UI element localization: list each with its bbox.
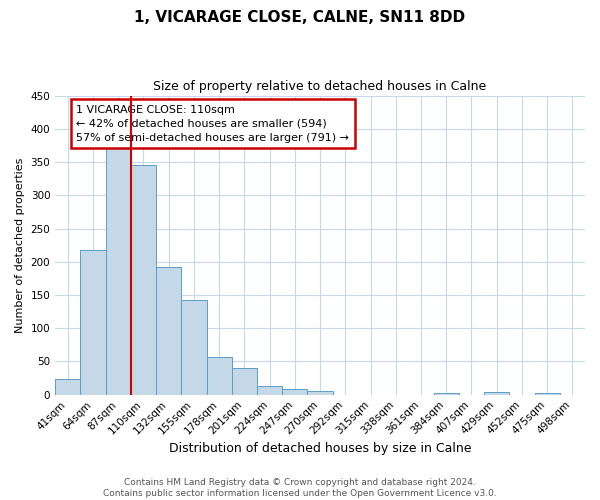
Bar — [257, 386, 282, 394]
Bar — [131, 166, 156, 394]
Y-axis label: Number of detached properties: Number of detached properties — [15, 158, 25, 333]
Bar — [282, 390, 307, 394]
X-axis label: Distribution of detached houses by size in Calne: Distribution of detached houses by size … — [169, 442, 472, 455]
Bar — [80, 250, 106, 394]
Bar — [484, 392, 509, 394]
Bar — [206, 357, 232, 395]
Text: Contains HM Land Registry data © Crown copyright and database right 2024.
Contai: Contains HM Land Registry data © Crown c… — [103, 478, 497, 498]
Bar — [232, 368, 257, 394]
Title: Size of property relative to detached houses in Calne: Size of property relative to detached ho… — [154, 80, 487, 93]
Bar — [535, 392, 560, 394]
Bar — [55, 380, 80, 394]
Bar — [156, 267, 181, 394]
Bar — [181, 300, 206, 394]
Text: 1 VICARAGE CLOSE: 110sqm
← 42% of detached houses are smaller (594)
57% of semi-: 1 VICARAGE CLOSE: 110sqm ← 42% of detach… — [76, 104, 349, 142]
Bar — [106, 146, 131, 394]
Bar — [307, 392, 332, 394]
Text: 1, VICARAGE CLOSE, CALNE, SN11 8DD: 1, VICARAGE CLOSE, CALNE, SN11 8DD — [134, 10, 466, 25]
